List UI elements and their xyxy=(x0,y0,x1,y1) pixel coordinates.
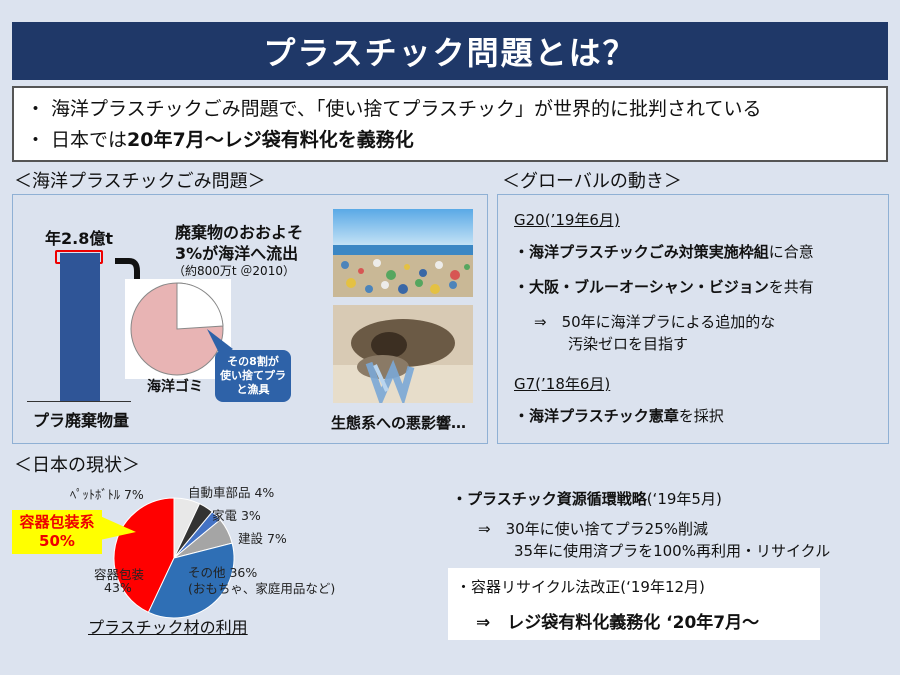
g7-item-rest: を採択 xyxy=(678,407,724,425)
turtle-photo xyxy=(333,305,473,403)
recycle-law-result: ⇒ レジ袋有料化義務化 ‘20年7月～ xyxy=(476,613,760,633)
g7-title: G7(’18年6月) xyxy=(514,375,611,393)
g20-sub-line-1: ⇒ 50年に海洋プラによる追加的な xyxy=(534,313,776,331)
pie-slice-5 xyxy=(147,542,235,619)
strategy-line-2: 35年に使用済プラを100%再利用・リサイクル xyxy=(514,542,831,560)
container-highlight-line-2: 50% xyxy=(39,532,75,550)
bar-bottom-label: プラ廃棄物量 xyxy=(33,411,130,430)
pie-label-other-2: (おもちゃ、家庭用品など) xyxy=(188,581,336,596)
g20-item-1-bold: ・海洋プラスチックごみ対策実施枠組 xyxy=(514,243,769,261)
waste-bar xyxy=(60,253,100,401)
ocean-waste-pie xyxy=(130,282,224,376)
pie-caption: プラスチック材の利用 xyxy=(88,618,248,637)
pie-slice-0 xyxy=(113,497,175,613)
highlight-pointer xyxy=(100,516,136,540)
ocean-panel: 年2.8億t プラ廃棄物量 廃棄物のおおよそ 3%が海洋へ流出 （約800万t … xyxy=(12,194,488,444)
recycle-law-title: ・容器リサイクル法改正(‘19年12月) xyxy=(456,578,705,596)
pie-label-other-1: その他 36% xyxy=(188,565,258,580)
callout-line-3: と漁具 xyxy=(236,383,270,396)
callout-line-1: その8割が xyxy=(227,355,279,368)
marine-debris-label: 海洋ゴミ xyxy=(147,379,203,395)
g20-item-1-rest: に合意 xyxy=(768,243,814,261)
g20-title: G20(’19年6月) xyxy=(514,211,620,229)
container-highlight-line-1: 容器包装系 xyxy=(19,513,95,531)
strategy-line-1: ⇒ 30年に使い捨てプラ25%削減 xyxy=(478,520,708,538)
summary-line-1: ・ 海洋プラスチックごみ問題で、「使い捨てプラスチック」が世界的に批判されている xyxy=(26,98,762,120)
global-heading: ＜グローバルの動き＞ xyxy=(502,171,682,192)
japan-heading: ＜日本の現状＞ xyxy=(14,455,140,476)
callout-bubble: その8割が 使い捨てプラ と漁具 xyxy=(215,350,291,402)
strategy-title-date: (‘19年5月) xyxy=(646,490,722,508)
japan-panel: 容器包装系 50% ﾍﾟｯﾄﾎﾞﾄﾙ 7% 自動車部品 4% 家電 3% 建設 … xyxy=(12,474,888,644)
g20-item-2: ・大阪・ブルーオーシャン・ビジョンを共有 xyxy=(514,276,814,297)
global-panel: G20(’19年6月) ・海洋プラスチックごみ対策実施枠組に合意 ・大阪・ブルー… xyxy=(497,194,889,444)
summary-line-2: ・ 日本では20年7月～レジ袋有料化を義務化 xyxy=(26,125,874,156)
pie-label-auto: 自動車部品 4% xyxy=(188,485,275,500)
ocean-heading: ＜海洋プラスチックごみ問題＞ xyxy=(14,171,266,192)
ecosystem-caption: 生態系への悪影響… xyxy=(331,414,467,432)
pie-label-container-1: 容器包装 xyxy=(94,567,145,582)
pie-label-pet: ﾍﾟｯﾄﾎﾞﾄﾙ 7% xyxy=(70,487,144,502)
g20-item-2-rest: を共有 xyxy=(768,278,814,296)
bar-baseline xyxy=(27,401,131,402)
g20-item-1: ・海洋プラスチックごみ対策実施枠組に合意 xyxy=(514,241,814,262)
bar-total-label: 年2.8億t xyxy=(45,229,113,248)
outflow-line-2: 3%が海洋へ流出 xyxy=(175,244,299,263)
outflow-note: （約800万t ＠2010） xyxy=(173,264,295,278)
recycle-law-box: ・容器リサイクル法改正(‘19年12月) ⇒ レジ袋有料化義務化 ‘20年7月～ xyxy=(448,568,820,640)
beach-plastic-photo xyxy=(333,209,473,297)
g7-item: ・海洋プラスチック憲章を採択 xyxy=(514,405,724,426)
callout-line-2: 使い捨てプラ xyxy=(220,369,286,382)
page-title: プラスチック問題とは？ xyxy=(12,22,888,80)
g20-sub-line-2: 汚染ゼロを目指す xyxy=(568,335,689,353)
outflow-line-1: 廃棄物のおおよそ xyxy=(175,223,304,242)
strategy-title: ・プラスチック資源循環戦略(‘19年5月) xyxy=(452,488,722,509)
summary-line-2-bold: 20年7月～レジ袋有料化を義務化 xyxy=(127,129,414,151)
pie-label-container-2: 43% xyxy=(104,580,132,595)
pie-label-construction: 建設 7% xyxy=(238,531,287,546)
plastic-usage-pie xyxy=(113,497,235,619)
pie-label-appliance: 家電 3% xyxy=(212,508,261,523)
g7-item-bold: ・海洋プラスチック憲章 xyxy=(514,407,679,425)
strategy-title-bold: ・プラスチック資源循環戦略 xyxy=(452,490,647,508)
g20-item-2-bold: ・大阪・ブルーオーシャン・ビジョン xyxy=(514,278,769,296)
container-highlight-label: 容器包装系 50% xyxy=(12,510,102,554)
summary-line-2-prefix: ・ 日本では xyxy=(26,129,128,151)
summary-box: ・ 海洋プラスチックごみ問題で、「使い捨てプラスチック」が世界的に批判されている… xyxy=(12,86,888,162)
